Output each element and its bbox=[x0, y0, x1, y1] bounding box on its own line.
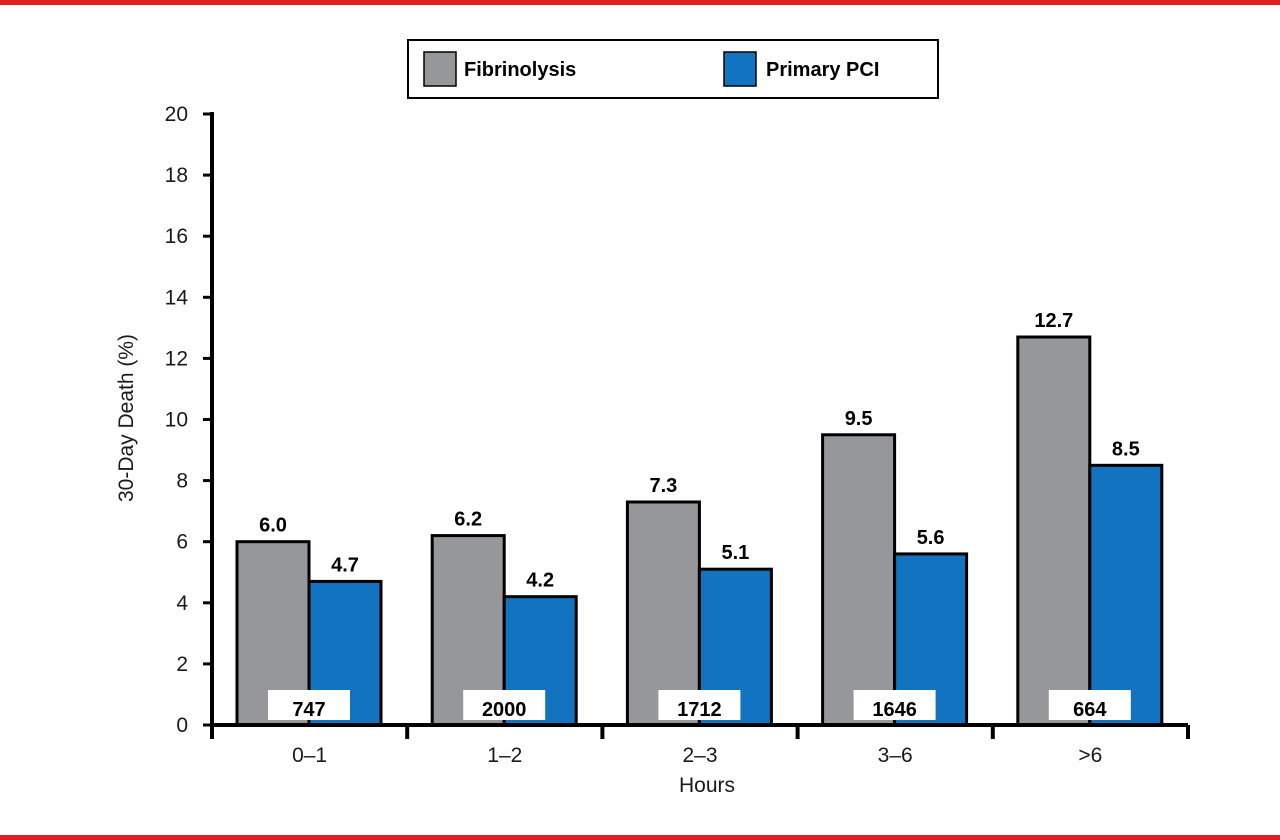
y-tick-label: 14 bbox=[165, 286, 189, 309]
x-tick-label: >6 bbox=[1078, 744, 1102, 767]
n-annotation: 664 bbox=[1073, 699, 1107, 721]
value-label-fibrinolysis-4: 9.5 bbox=[845, 408, 873, 430]
n-annotation-box bbox=[853, 690, 936, 720]
value-label-primary-pci-3: 5.1 bbox=[721, 542, 749, 564]
x-tick-label: 1–2 bbox=[487, 744, 522, 767]
n-annotation: 1646 bbox=[872, 699, 917, 721]
value-label-fibrinolysis-3: 7.3 bbox=[649, 475, 677, 497]
y-tick-label: 18 bbox=[165, 164, 188, 187]
y-axis-title: 30-Day Death (%) bbox=[115, 334, 138, 502]
top-border-bar bbox=[0, 0, 1280, 5]
bottom-border-bar bbox=[0, 835, 1280, 840]
bar-fibrinolysis-4 bbox=[821, 433, 897, 727]
legend-swatch-fibrinolysis bbox=[423, 51, 457, 87]
plot-area: 0 2 4 6 8 10 12 14 16 18 20 6.0 4.7 747 6.2 4.2 2000 7.3 5… bbox=[165, 103, 1190, 767]
value-label-fibrinolysis-1: 6.0 bbox=[259, 515, 287, 537]
x-tick-label: 0–1 bbox=[292, 744, 327, 767]
legend-label-fibrinolysis: Fibrinolysis bbox=[464, 59, 576, 81]
n-annotation-box bbox=[1048, 690, 1131, 720]
x-axis-title: Hours bbox=[679, 774, 735, 797]
y-tick-label: 4 bbox=[176, 592, 188, 615]
value-label-primary-pci-2: 4.2 bbox=[526, 570, 554, 592]
legend-frame bbox=[407, 39, 939, 99]
chart-legend: Fibrinolysis Primary PCI bbox=[407, 39, 939, 99]
y-tick-label: 10 bbox=[165, 409, 188, 432]
value-label-primary-pci-5: 8.5 bbox=[1112, 438, 1140, 460]
value-label-primary-pci-1: 4.7 bbox=[331, 554, 359, 576]
n-annotation: 2000 bbox=[482, 699, 527, 721]
n-annotation-box bbox=[268, 690, 350, 720]
legend-label-primary-pci: Primary PCI bbox=[766, 59, 879, 81]
bar-primary-pci-5 bbox=[1088, 463, 1164, 727]
y-tick-label: 0 bbox=[176, 714, 188, 737]
value-label-fibrinolysis-5: 12.7 bbox=[1034, 310, 1073, 332]
y-tick-label: 16 bbox=[165, 225, 188, 248]
value-label-fibrinolysis-2: 6.2 bbox=[454, 509, 482, 531]
bar-fibrinolysis-5 bbox=[1016, 335, 1092, 727]
x-tick-label: 3–6 bbox=[878, 744, 913, 767]
legend-swatch-primary-pci bbox=[723, 51, 757, 87]
n-annotation: 1712 bbox=[677, 699, 722, 721]
n-annotation-box bbox=[463, 690, 546, 720]
x-tick-label: 2–3 bbox=[682, 744, 717, 767]
y-tick-label: 20 bbox=[165, 103, 188, 126]
y-tick-label: 2 bbox=[176, 653, 188, 676]
value-label-primary-pci-4: 5.6 bbox=[917, 527, 945, 549]
n-annotation: 747 bbox=[292, 699, 325, 721]
y-tick-label: 8 bbox=[176, 470, 188, 493]
y-tick-label: 12 bbox=[165, 347, 188, 370]
n-annotation-box bbox=[658, 690, 741, 720]
y-tick-label: 6 bbox=[176, 531, 188, 554]
